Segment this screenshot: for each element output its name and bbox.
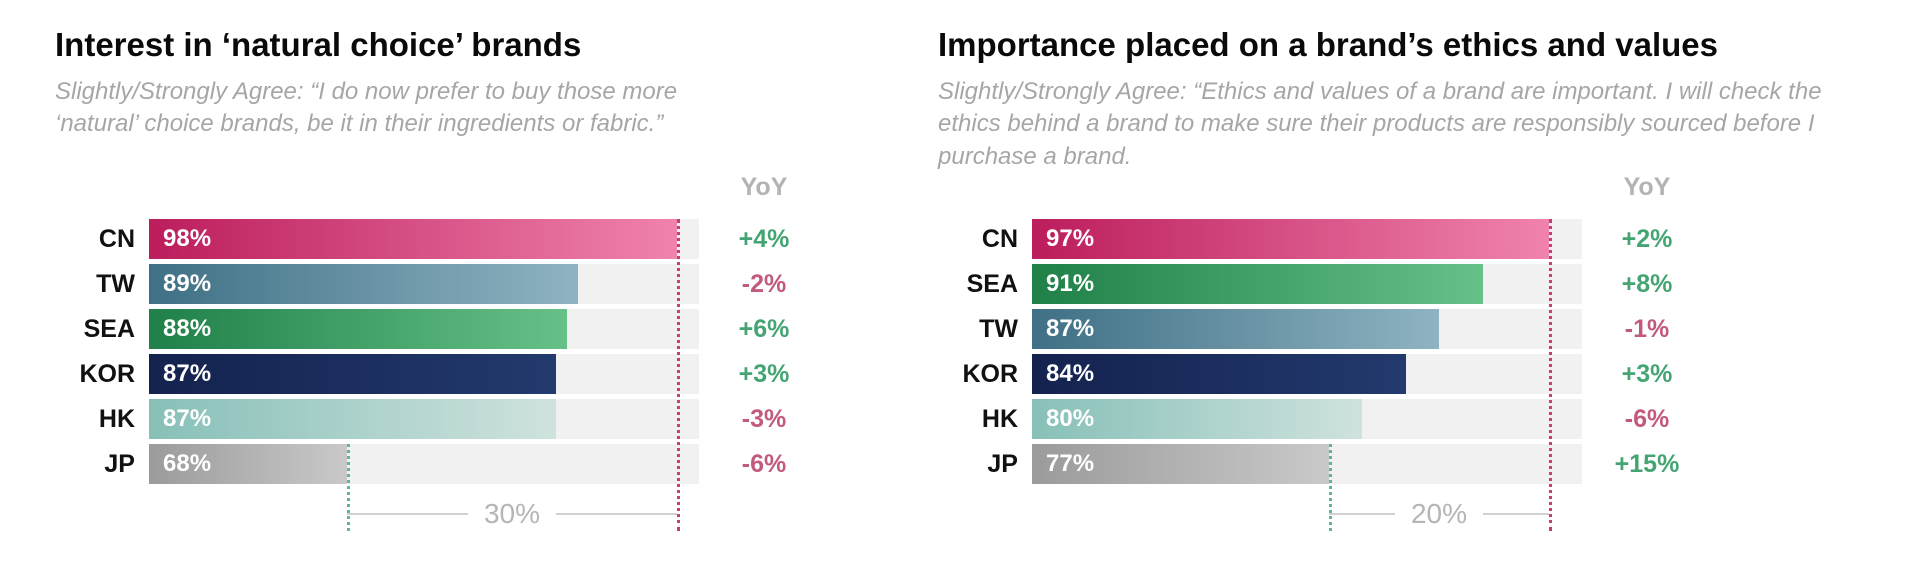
country-label: CN [981, 224, 1018, 253]
country-label: SEA [83, 314, 135, 343]
range-line [1483, 513, 1550, 515]
yoy-value: +8% [1621, 269, 1673, 298]
chart-title: Interest in ‘natural choice’ brands [55, 26, 582, 63]
yoy-column-header: YoY [740, 173, 788, 201]
country-label: SEA [966, 269, 1018, 298]
bar-fill: 68% [149, 444, 347, 484]
max-dotted-line [677, 219, 680, 531]
bar-track: 89% [149, 264, 699, 304]
range-line [1329, 513, 1395, 515]
country-label: JP [987, 449, 1018, 478]
bar-fill: 77% [1032, 444, 1329, 484]
yoy-value: -6% [1624, 404, 1670, 433]
bar-fill: 91% [1032, 264, 1483, 304]
bar-value: 68% [163, 450, 212, 477]
bar-value: 84% [1046, 360, 1095, 387]
bar-value: 87% [163, 360, 212, 387]
yoy-value: -2% [741, 269, 787, 298]
bar-track: 91% [1032, 264, 1582, 304]
country-label: HK [981, 404, 1018, 433]
bar-rows: CN 98% +4% TW 89% -2% SEA 88% +6% KOR 87% +3% HK 87% -… [55, 219, 815, 484]
yoy-value: -1% [1624, 314, 1670, 343]
yoy-value: +4% [738, 224, 790, 253]
bar-track: 88% [149, 309, 699, 349]
chart-row: TW 87% -1% [938, 309, 1898, 349]
max-dotted-line [1549, 219, 1552, 531]
country-label: KOR [962, 359, 1018, 388]
bar-fill: 88% [149, 309, 567, 349]
bar-track: 87% [149, 399, 699, 439]
country-label: TW [96, 269, 135, 298]
bar-track: 80% [1032, 399, 1582, 439]
country-label: TW [979, 314, 1018, 343]
bar-track: 68% [149, 444, 699, 484]
range-line [556, 513, 678, 515]
yoy-value: +3% [738, 359, 790, 388]
chart-row: KOR 87% +3% [55, 354, 815, 394]
country-label: HK [98, 404, 135, 433]
chart-subtitle: Slightly/Strongly Agree: “I do now prefe… [55, 77, 678, 138]
bar-value: 87% [163, 405, 212, 432]
bar-fill: 80% [1032, 399, 1362, 439]
bar-track: 98% [149, 219, 699, 259]
yoy-value: +2% [1621, 224, 1673, 253]
chart-row: SEA 88% +6% [55, 309, 815, 349]
yoy-column-header: YoY [1623, 173, 1671, 201]
chart-row: JP 68% -6% [55, 444, 815, 484]
bar-fill: 87% [1032, 309, 1439, 349]
yoy-value: -3% [741, 404, 787, 433]
chart-row: CN 97% +2% [938, 219, 1898, 259]
bar-fill: 89% [149, 264, 578, 304]
bar-value: 87% [1046, 315, 1095, 342]
chart-row: HK 80% -6% [938, 399, 1898, 439]
yoy-value: +15% [1614, 449, 1680, 478]
bar-track: 87% [149, 354, 699, 394]
chart-row: SEA 91% +8% [938, 264, 1898, 304]
chart-row: TW 89% -2% [55, 264, 815, 304]
country-label: KOR [79, 359, 135, 388]
bar-value: 98% [163, 225, 212, 252]
chart-row: KOR 84% +3% [938, 354, 1898, 394]
chart-brand-ethics-values: Importance placed on a brand’s ethics an… [938, 26, 1898, 531]
bar-fill: 87% [149, 399, 556, 439]
range-line [347, 513, 468, 515]
yoy-value: -6% [741, 449, 787, 478]
country-label: CN [98, 224, 135, 253]
bar-fill: 98% [149, 219, 677, 259]
yoy-value: +3% [1621, 359, 1673, 388]
bar-fill: 87% [149, 354, 556, 394]
range-annotation: 20% [1329, 497, 1550, 531]
range-annotation: 30% [347, 497, 678, 531]
bar-value: 97% [1046, 225, 1095, 252]
chart-row: JP 77% +15% [938, 444, 1898, 484]
bar-value: 89% [163, 270, 212, 297]
chart-natural-choice-brands: Interest in ‘natural choice’ brands Slig… [55, 26, 815, 531]
range-label: 30% [483, 498, 541, 529]
bar-value: 91% [1046, 270, 1095, 297]
bar-track: 84% [1032, 354, 1582, 394]
bar-value: 88% [163, 315, 212, 342]
chart-title: Importance placed on a brand’s ethics an… [938, 26, 1719, 63]
bar-fill: 84% [1032, 354, 1406, 394]
chart-subtitle: Slightly/Strongly Agree: “Ethics and val… [938, 77, 1822, 170]
bar-value: 80% [1046, 405, 1095, 432]
range-label: 20% [1410, 498, 1468, 529]
chart-row: HK 87% -3% [55, 399, 815, 439]
bar-track: 77% [1032, 444, 1582, 484]
min-dotted-line [1329, 444, 1332, 531]
bar-value: 77% [1046, 450, 1095, 477]
chart-row: CN 98% +4% [55, 219, 815, 259]
bar-track: 87% [1032, 309, 1582, 349]
yoy-value: +6% [738, 314, 790, 343]
bar-track: 97% [1032, 219, 1582, 259]
min-dotted-line [347, 444, 350, 531]
chart-body: YoY CN 98% +4% TW 89% -2% SEA 88% +6% KOR 87% +3% HK… [55, 173, 815, 549]
chart-body: YoY CN 97% +2% SEA 91% +8% TW 87% -1% KOR 84% +3% HK… [938, 173, 1898, 549]
bar-fill: 97% [1032, 219, 1549, 259]
country-label: JP [104, 449, 135, 478]
bar-rows: CN 97% +2% SEA 91% +8% TW 87% -1% KOR 84% +3% HK 80% -… [938, 219, 1898, 484]
